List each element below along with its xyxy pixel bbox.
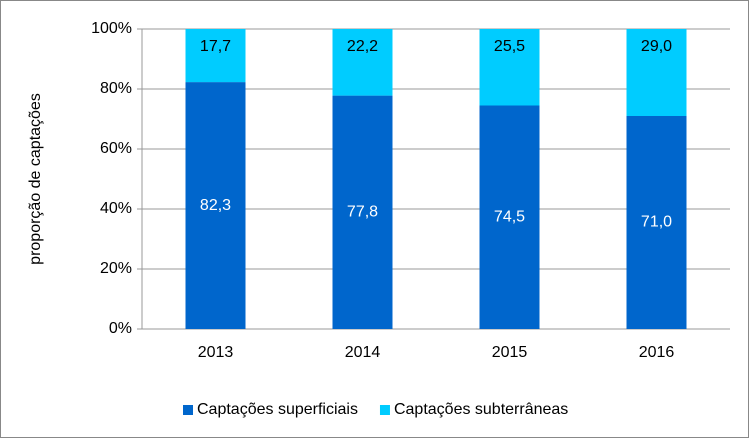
bar-segment [479,29,540,106]
data-label: 71,0 [641,214,672,231]
y-tick-label: 100% [91,20,132,37]
bar-segment [185,29,246,83]
bar-segment [626,116,687,329]
bar-segment [626,29,687,116]
y-axis-label: proporção de captações [27,93,44,265]
x-tick-label: 2013 [198,344,234,361]
legend-swatch [379,405,390,415]
data-label: 29,0 [641,38,672,55]
y-tick-label: 0% [109,320,132,337]
data-label: 74,5 [494,208,525,225]
bar-segment [332,29,393,96]
data-label: 77,8 [347,204,378,221]
x-tick-label: 2016 [639,344,675,361]
data-label: 82,3 [200,197,231,214]
x-tick-label: 2015 [492,344,528,361]
legend-label: Captações subterrâneas [394,401,568,418]
y-tick-label: 80% [100,80,132,97]
bar-segment [479,105,540,329]
data-label: 25,5 [494,38,525,55]
y-tick-label: 40% [100,200,132,217]
bar-segment [332,95,393,329]
data-label: 17,7 [200,38,231,55]
data-label: 22,2 [347,38,378,55]
x-tick-label: 2014 [345,344,381,361]
bar-segment [185,82,246,329]
legend-swatch [183,405,193,415]
legend-label: Captações superficiais [197,401,358,418]
y-tick-label: 60% [100,140,132,157]
y-tick-label: 20% [100,260,132,277]
